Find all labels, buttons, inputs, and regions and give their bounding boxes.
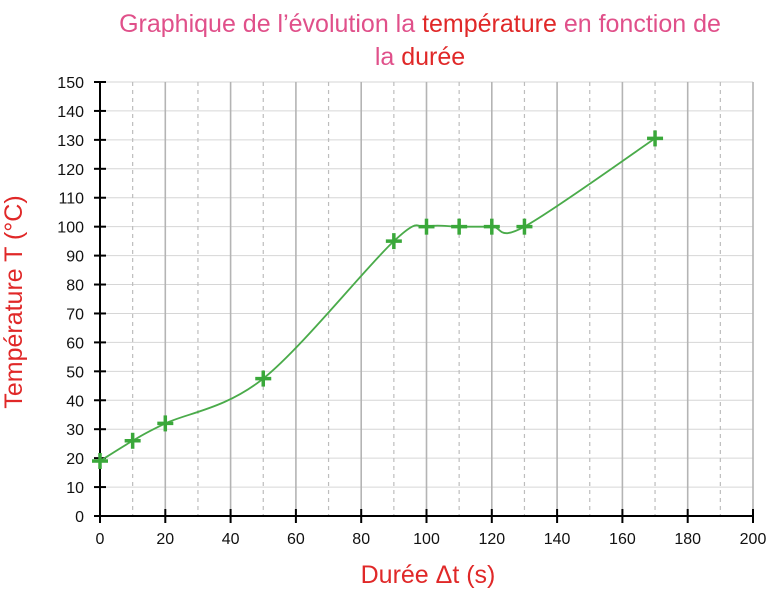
y-tick-label: 130 [57, 133, 84, 150]
data-point-marker [647, 130, 664, 147]
y-tick-label: 80 [66, 278, 84, 295]
y-tick-label: 50 [66, 364, 84, 381]
y-tick-label: 90 [66, 249, 84, 266]
x-tick-label: 100 [413, 531, 440, 548]
series-line [99, 137, 656, 462]
y-tick-label: 100 [57, 220, 84, 237]
x-tick-label: 40 [222, 531, 240, 548]
data-point-marker [451, 218, 468, 235]
x-tick-label: 80 [352, 531, 370, 548]
y-tick-label: 20 [66, 451, 84, 468]
x-axis-title: Durée Δt (s) [360, 561, 496, 589]
chart-title-line-1: Graphique de l’évolution la température … [119, 10, 721, 38]
data-point-marker [157, 415, 174, 432]
data-point-marker [516, 218, 533, 235]
chart-title-line-2: la durée [374, 43, 466, 71]
y-tick-label: 150 [57, 75, 84, 92]
y-tick-label: 0 [75, 509, 84, 526]
x-tick-label: 20 [156, 531, 174, 548]
x-tick-label: 0 [96, 531, 105, 548]
data-point-marker [483, 218, 500, 235]
x-tick-label: 60 [287, 531, 305, 548]
y-tick-label: 140 [57, 104, 84, 121]
x-tick-label: 200 [740, 531, 767, 548]
x-tick-label: 180 [674, 531, 701, 548]
y-tick-label: 40 [66, 393, 84, 410]
x-tick-label: 140 [544, 531, 571, 548]
data-point-marker [418, 218, 435, 235]
data-point-marker [124, 432, 141, 449]
chart-title: Graphique de l’évolution la température … [0, 8, 778, 74]
y-tick-label: 120 [57, 162, 84, 179]
data-point-marker [255, 370, 272, 387]
data-point-marker [385, 233, 402, 250]
data-point-marker [92, 453, 108, 470]
y-tick-label: 110 [58, 191, 84, 208]
y-axis-title: Température T (°C) [0, 195, 28, 409]
y-tick-label: 70 [66, 306, 84, 323]
y-tick-label: 30 [66, 422, 84, 439]
y-tick-label: 10 [66, 480, 84, 497]
x-tick-label: 120 [478, 531, 505, 548]
y-tick-label: 60 [66, 335, 84, 352]
x-tick-label: 160 [609, 531, 636, 548]
